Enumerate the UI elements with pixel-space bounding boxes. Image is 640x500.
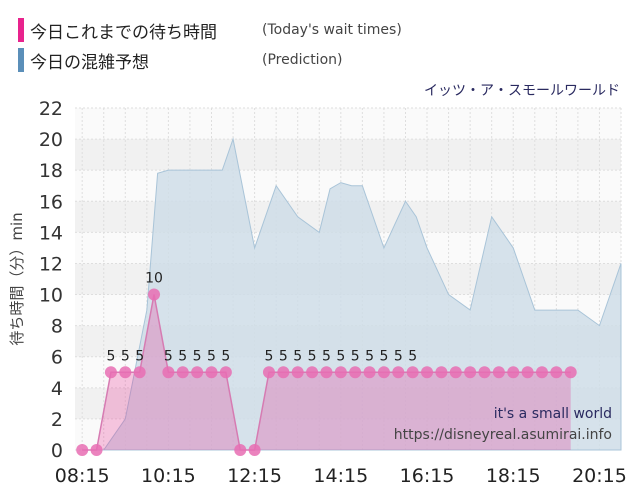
data-label: 10 bbox=[145, 271, 163, 287]
today-wait-point bbox=[306, 366, 319, 379]
today-wait-point bbox=[291, 366, 304, 379]
today-wait-point bbox=[191, 366, 204, 379]
data-label: 5 bbox=[106, 348, 115, 364]
today-wait-point bbox=[564, 366, 577, 379]
data-label: 5 bbox=[408, 348, 417, 364]
today-wait-point bbox=[219, 366, 232, 379]
legend-swatch-prediction bbox=[18, 48, 24, 72]
y-tick-label: 16 bbox=[39, 191, 63, 213]
today-wait-point bbox=[148, 288, 161, 301]
today-wait-point bbox=[464, 366, 477, 379]
chart-title: イッツ・ア・スモールワールド bbox=[424, 83, 620, 99]
legend-item-today: 今日これまでの待ち時間 (Today's wait times) bbox=[18, 18, 402, 43]
data-label: 5 bbox=[279, 348, 288, 364]
today-wait-point bbox=[363, 366, 376, 379]
plot-band bbox=[75, 139, 621, 171]
today-wait-point bbox=[205, 366, 218, 379]
x-tick-label: 10:15 bbox=[141, 465, 196, 487]
data-label: 5 bbox=[351, 348, 360, 364]
today-wait-point bbox=[421, 366, 434, 379]
today-wait-point bbox=[104, 366, 117, 379]
watermark-url: https://disneyreal.asumirai.info bbox=[393, 427, 612, 443]
today-wait-point bbox=[76, 444, 89, 456]
today-wait-point bbox=[377, 366, 390, 379]
x-tick-label: 08:15 bbox=[55, 465, 110, 487]
data-label: 5 bbox=[207, 348, 216, 364]
y-tick-label: 6 bbox=[51, 347, 63, 369]
data-label: 5 bbox=[164, 348, 173, 364]
today-wait-point bbox=[478, 366, 491, 379]
y-tick-label: 4 bbox=[51, 378, 63, 400]
data-label: 5 bbox=[178, 348, 187, 364]
x-tick-label: 18:15 bbox=[486, 465, 541, 487]
today-wait-point bbox=[119, 366, 132, 379]
today-wait-point bbox=[176, 366, 189, 379]
y-tick-label: 0 bbox=[51, 440, 63, 462]
plot-band bbox=[75, 108, 621, 140]
y-tick-label: 20 bbox=[39, 129, 63, 151]
x-tick-label: 14:15 bbox=[313, 465, 368, 487]
today-wait-point bbox=[550, 366, 563, 379]
today-wait-point bbox=[162, 366, 175, 379]
data-label: 5 bbox=[135, 348, 144, 364]
data-label: 5 bbox=[394, 348, 403, 364]
today-wait-point bbox=[449, 366, 462, 379]
data-label: 5 bbox=[308, 348, 317, 364]
today-wait-area bbox=[82, 294, 571, 450]
today-wait-point bbox=[90, 444, 103, 456]
today-wait-point bbox=[535, 366, 548, 379]
legend-label-today: 今日これまでの待ち時間 bbox=[30, 22, 217, 43]
today-wait-point bbox=[133, 366, 146, 379]
today-wait-point bbox=[262, 366, 275, 379]
y-tick-label: 14 bbox=[39, 222, 63, 244]
today-wait-point bbox=[320, 366, 333, 379]
legend-note-prediction: (Prediction) bbox=[262, 52, 343, 68]
today-wait-point bbox=[521, 366, 534, 379]
x-tick-label: 20:15 bbox=[572, 465, 627, 487]
y-tick-label: 22 bbox=[39, 98, 63, 120]
y-tick-label: 12 bbox=[39, 253, 63, 275]
data-label: 5 bbox=[336, 348, 345, 364]
data-label: 5 bbox=[265, 348, 274, 364]
x-tick-label: 12:15 bbox=[227, 465, 282, 487]
data-label: 5 bbox=[365, 348, 374, 364]
data-label: 5 bbox=[221, 348, 230, 364]
y-tick-label: 18 bbox=[39, 160, 63, 182]
y-tick-label: 8 bbox=[51, 316, 63, 338]
today-wait-point bbox=[392, 366, 405, 379]
data-label: 5 bbox=[322, 348, 331, 364]
today-wait-point bbox=[507, 366, 520, 379]
today-wait-point bbox=[406, 366, 419, 379]
today-wait-point bbox=[277, 366, 290, 379]
legend-note-today: (Today's wait times) bbox=[262, 22, 402, 38]
data-label: 5 bbox=[293, 348, 302, 364]
legend-item-prediction: 今日の混雑予想 (Prediction) bbox=[18, 48, 343, 73]
today-wait-point bbox=[492, 366, 505, 379]
x-tick-label: 16:15 bbox=[400, 465, 455, 487]
watermark-name: it's a small world bbox=[493, 406, 612, 422]
today-wait-point bbox=[248, 444, 261, 456]
today-wait-point bbox=[234, 444, 247, 456]
data-label: 5 bbox=[121, 348, 130, 364]
today-wait-point bbox=[349, 366, 362, 379]
data-label: 5 bbox=[379, 348, 388, 364]
y-axis-label: 待ち時間（分）min bbox=[8, 212, 26, 345]
legend-label-prediction: 今日の混雑予想 bbox=[30, 52, 149, 73]
legend-swatch-today bbox=[18, 18, 24, 42]
y-tick-label: 10 bbox=[39, 285, 63, 307]
today-wait-point bbox=[334, 366, 347, 379]
y-tick-label: 2 bbox=[51, 409, 63, 431]
today-wait-point bbox=[435, 366, 448, 379]
data-label: 5 bbox=[193, 348, 202, 364]
